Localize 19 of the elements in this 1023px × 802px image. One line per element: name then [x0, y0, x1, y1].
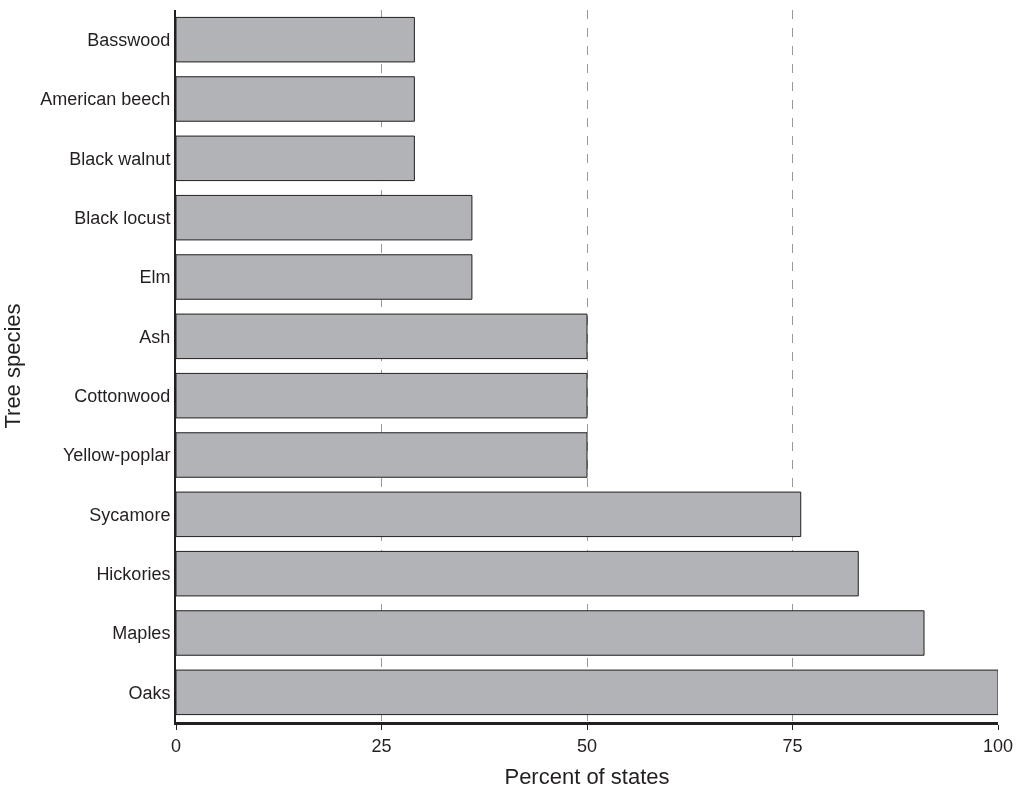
y-tick-label: Maples	[112, 623, 171, 644]
y-tick-label: Black locust	[74, 207, 171, 228]
y-tick-label: Black walnut	[69, 148, 171, 169]
y-tick-label: Yellow-poplar	[62, 445, 171, 466]
y-tick-label: Ash	[139, 326, 171, 347]
x-tick-label: 75	[782, 735, 803, 756]
x-tick-label: 0	[170, 735, 182, 756]
y-tick-label: American beech	[40, 89, 171, 110]
y-tick-label: Sycamore	[89, 504, 171, 525]
y-tick-label: Basswood	[87, 29, 171, 50]
x-tick-label: 50	[576, 735, 598, 756]
y-tick-label: Elm	[139, 267, 171, 288]
x-tick-label: 25	[371, 735, 392, 756]
x-axis-title: Percent of states	[504, 764, 670, 790]
y-tick-label: Oaks	[128, 682, 171, 703]
x-tick-label: 100	[982, 735, 1014, 756]
y-axis-title: Tree species	[0, 303, 25, 429]
y-tick-label: Cottonwood	[74, 385, 171, 406]
y-tick-label: Hickories	[96, 563, 171, 584]
